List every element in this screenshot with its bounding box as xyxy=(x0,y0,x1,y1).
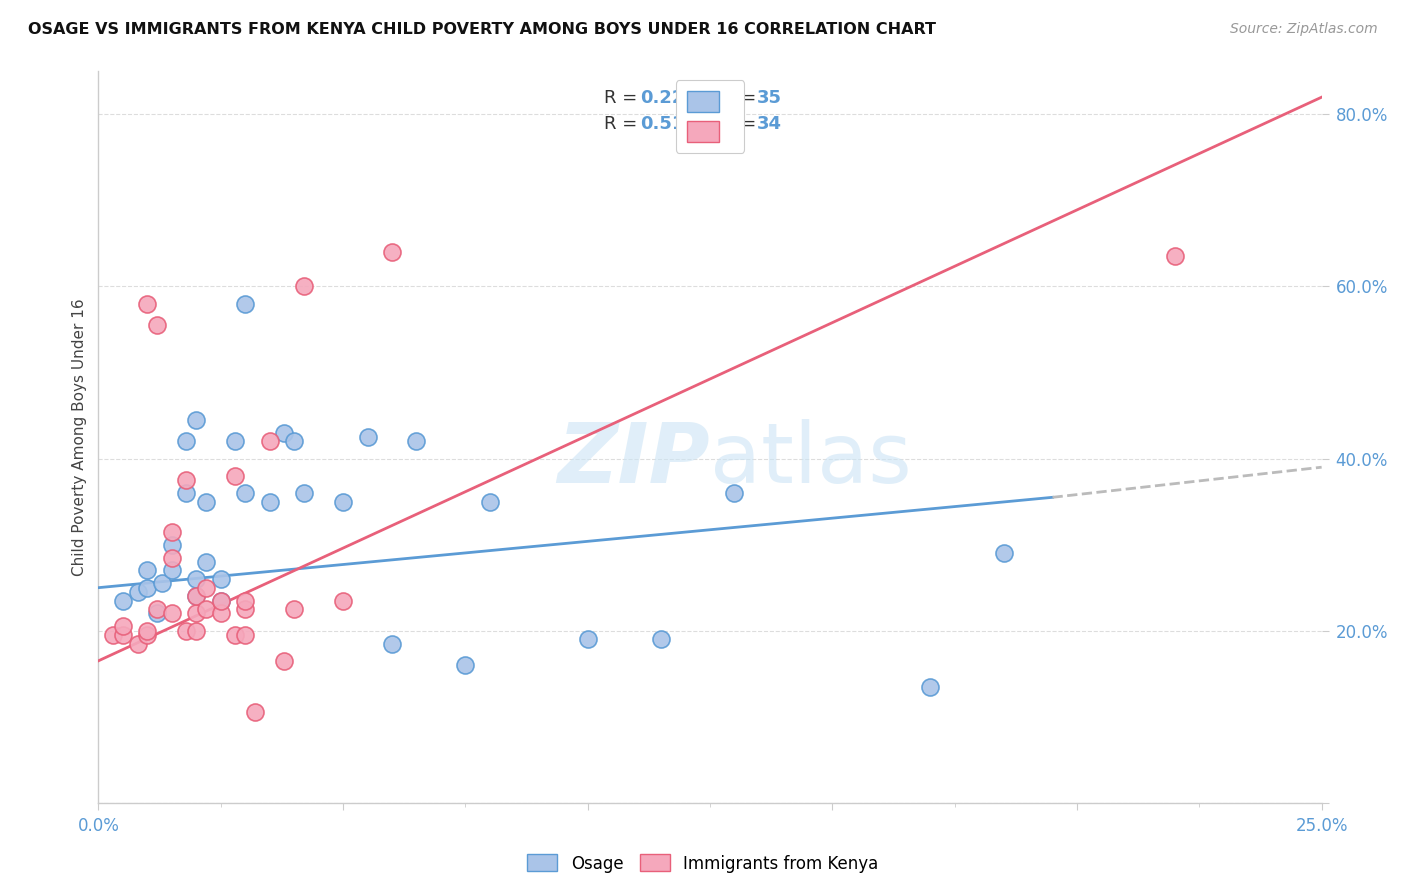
Point xyxy=(136,296,159,310)
Point xyxy=(233,602,256,616)
Point xyxy=(176,624,198,638)
Point xyxy=(233,628,256,642)
Point xyxy=(405,434,427,449)
Point xyxy=(224,434,246,449)
Point xyxy=(259,434,281,449)
Text: Source: ZipAtlas.com: Source: ZipAtlas.com xyxy=(1230,22,1378,37)
Point xyxy=(160,538,183,552)
Point xyxy=(160,550,183,565)
Point xyxy=(259,494,281,508)
Point xyxy=(195,494,218,508)
Point xyxy=(381,637,404,651)
Point xyxy=(283,602,305,616)
Point xyxy=(146,318,169,333)
Point xyxy=(1164,249,1187,263)
Point xyxy=(292,279,315,293)
Point xyxy=(723,486,745,500)
Text: 0.221: 0.221 xyxy=(640,88,697,107)
Point xyxy=(127,585,149,599)
Point xyxy=(283,434,305,449)
Legend: , : , xyxy=(676,80,744,153)
Point xyxy=(209,593,232,607)
Text: R =: R = xyxy=(603,115,643,133)
Y-axis label: Child Poverty Among Boys Under 16: Child Poverty Among Boys Under 16 xyxy=(72,298,87,576)
Text: R =: R = xyxy=(603,88,643,107)
Point xyxy=(273,654,295,668)
Text: 34: 34 xyxy=(756,115,782,133)
Point xyxy=(127,637,149,651)
Text: ZIP: ZIP xyxy=(557,418,710,500)
Point xyxy=(146,607,169,621)
Point xyxy=(650,632,672,647)
Point xyxy=(186,589,208,603)
Point xyxy=(136,628,159,642)
Point xyxy=(160,524,183,539)
Text: atlas: atlas xyxy=(710,418,911,500)
Point xyxy=(273,425,295,440)
Point xyxy=(209,593,232,607)
Point xyxy=(454,658,477,673)
Point xyxy=(186,413,208,427)
Point xyxy=(111,593,134,607)
Point xyxy=(209,572,232,586)
Point xyxy=(920,680,942,694)
Point xyxy=(186,572,208,586)
Point xyxy=(111,628,134,642)
Point xyxy=(176,473,198,487)
Text: OSAGE VS IMMIGRANTS FROM KENYA CHILD POVERTY AMONG BOYS UNDER 16 CORRELATION CHA: OSAGE VS IMMIGRANTS FROM KENYA CHILD POV… xyxy=(28,22,936,37)
Text: 0.510: 0.510 xyxy=(640,115,697,133)
Point xyxy=(233,296,256,310)
Point xyxy=(224,468,246,483)
Text: 35: 35 xyxy=(756,88,782,107)
Text: N =: N = xyxy=(723,115,762,133)
Point xyxy=(356,430,378,444)
Point xyxy=(150,576,173,591)
Point xyxy=(195,581,218,595)
Point xyxy=(576,632,599,647)
Point xyxy=(195,555,218,569)
Text: N =: N = xyxy=(723,88,762,107)
Point xyxy=(195,602,218,616)
Point xyxy=(160,564,183,578)
Point xyxy=(136,581,159,595)
Point xyxy=(209,607,232,621)
Point xyxy=(101,628,124,642)
Point xyxy=(186,624,208,638)
Point xyxy=(186,589,208,603)
Point xyxy=(224,628,246,642)
Point xyxy=(160,607,183,621)
Point xyxy=(478,494,501,508)
Point xyxy=(332,494,354,508)
Point xyxy=(136,624,159,638)
Point xyxy=(332,593,354,607)
Point xyxy=(993,546,1015,560)
Point xyxy=(243,706,266,720)
Point xyxy=(233,486,256,500)
Point xyxy=(176,434,198,449)
Point xyxy=(176,486,198,500)
Point xyxy=(233,593,256,607)
Point xyxy=(136,564,159,578)
Point xyxy=(381,245,404,260)
Legend: Osage, Immigrants from Kenya: Osage, Immigrants from Kenya xyxy=(520,847,886,880)
Point xyxy=(111,619,134,633)
Point xyxy=(146,602,169,616)
Point xyxy=(186,607,208,621)
Point xyxy=(292,486,315,500)
